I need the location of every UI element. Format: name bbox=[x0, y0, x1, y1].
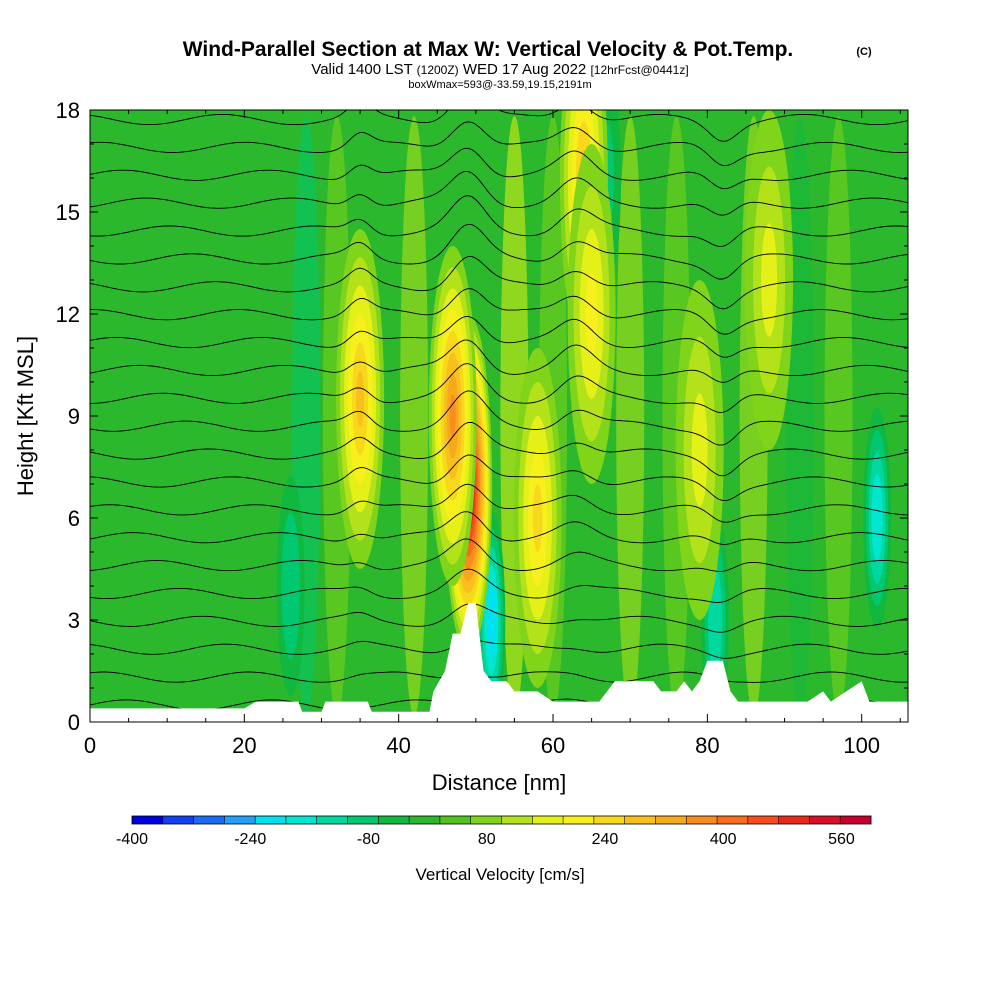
colorbar-tick-label: -80 bbox=[357, 831, 380, 848]
x-tick-label: 40 bbox=[386, 733, 410, 758]
velocity-band bbox=[616, 116, 645, 716]
colorbar-swatch bbox=[624, 816, 656, 824]
theta-contour bbox=[90, 639, 908, 659]
theta-contour bbox=[90, 223, 908, 280]
colorbar-swatch bbox=[132, 816, 164, 824]
colorbar-swatch bbox=[778, 816, 810, 824]
updraft-core bbox=[585, 271, 598, 357]
colorbar-swatch bbox=[717, 816, 749, 824]
theta-contour bbox=[90, 454, 908, 501]
theta-contour bbox=[90, 422, 908, 477]
theta-contour bbox=[90, 603, 908, 633]
x-axis: 0 20 40 60 80 100 bbox=[84, 110, 901, 758]
updraft-core bbox=[761, 223, 778, 337]
colorbar-swatch bbox=[162, 816, 194, 824]
colorbar-swatch bbox=[593, 816, 625, 824]
colorbar-tick-label: 240 bbox=[592, 831, 619, 848]
theta-contour bbox=[90, 315, 908, 358]
colorbar: -400 -240 -80 80 240 400 560 bbox=[116, 815, 872, 848]
y-tick-label: 6 bbox=[68, 506, 80, 531]
chart-title: Wind-Parallel Section at Max W: Vertical… bbox=[183, 38, 794, 61]
downdraft-core bbox=[488, 601, 495, 639]
x-tick-label: 20 bbox=[232, 733, 256, 758]
theta-contour bbox=[90, 390, 908, 446]
updraft-core bbox=[356, 370, 365, 428]
colorbar-swatch bbox=[809, 816, 841, 824]
colorbar-swatch bbox=[563, 816, 595, 824]
y-axis: 0 3 6 9 12 15 18 bbox=[56, 98, 908, 735]
colorbar-swatch bbox=[285, 816, 318, 824]
theta-contour bbox=[90, 147, 908, 190]
colorbar-swatch bbox=[439, 816, 472, 824]
theta-contour bbox=[90, 170, 908, 216]
y-tick-label: 12 bbox=[56, 302, 80, 327]
x-axis-label: Distance [nm] bbox=[432, 770, 567, 795]
colorbar-tick-label: 400 bbox=[710, 831, 737, 848]
downdraft-core bbox=[874, 496, 881, 540]
theta-contour bbox=[90, 339, 908, 383]
subtitle-forecast: [12hrFcst@0441z] bbox=[590, 63, 688, 77]
colorbar-tick-label: 80 bbox=[478, 831, 496, 848]
x-tick-label: 80 bbox=[695, 733, 719, 758]
colorbar-swatch bbox=[409, 816, 441, 824]
terrain bbox=[90, 603, 908, 722]
colorbar-swatch bbox=[686, 816, 718, 824]
y-tick-label: 15 bbox=[56, 200, 80, 225]
y-tick-label: 18 bbox=[56, 98, 80, 123]
colorbar-swatch bbox=[378, 816, 410, 824]
y-axis-label: Height [Kft MSL] bbox=[13, 336, 38, 496]
colorbar-swatch bbox=[347, 816, 379, 824]
subtitle-utc: (1200Z) bbox=[417, 63, 459, 77]
colorbar-swatch bbox=[470, 816, 502, 824]
theta-contour bbox=[90, 568, 908, 603]
colorbar-tick-label: -240 bbox=[234, 831, 266, 848]
subtitle-box-wmax: boxWmax=593@-33.59,19.15,2191m bbox=[408, 79, 591, 91]
downdraft-core bbox=[285, 549, 296, 623]
copyright-mark: (C) bbox=[856, 46, 872, 58]
colorbar-swatch bbox=[501, 816, 533, 824]
subtitle-valid: Valid 1400 LST bbox=[311, 61, 412, 78]
colorbar-swatch bbox=[655, 816, 687, 824]
theta-contour bbox=[90, 671, 908, 683]
colorbar-swatch bbox=[316, 816, 348, 824]
theta-contour bbox=[90, 483, 908, 523]
theta-contour bbox=[90, 195, 908, 247]
x-tick-label: 100 bbox=[843, 733, 880, 758]
colorbar-swatch bbox=[747, 816, 779, 824]
downdraft-core bbox=[711, 592, 719, 648]
y-tick-label: 3 bbox=[68, 608, 80, 633]
x-tick-label: 0 bbox=[84, 733, 96, 758]
colorbar-swatch bbox=[840, 816, 872, 824]
y-tick-label: 9 bbox=[68, 404, 80, 429]
updraft-core bbox=[532, 484, 543, 552]
theta-contour bbox=[90, 256, 908, 310]
colorbar-title: Vertical Velocity [cm/s] bbox=[415, 865, 584, 884]
colorbar-swatch bbox=[224, 816, 256, 824]
theta-contour bbox=[90, 288, 908, 335]
colorbar-tick-label: 560 bbox=[828, 831, 855, 848]
theta-contour bbox=[90, 511, 908, 545]
plot-area bbox=[90, 110, 908, 722]
chart-subtitle: Valid 1400 LST (1200Z) WED 17 Aug 2022 [… bbox=[311, 61, 688, 78]
subtitle-date: WED 17 Aug 2022 bbox=[463, 61, 586, 78]
theta-contour bbox=[90, 363, 908, 413]
colorbar-swatch bbox=[193, 816, 225, 824]
x-tick-label: 60 bbox=[541, 733, 565, 758]
colorbar-swatch bbox=[255, 816, 287, 824]
y-tick-label: 0 bbox=[68, 710, 80, 735]
theta-contour bbox=[90, 538, 908, 572]
updraft-core bbox=[691, 393, 708, 507]
theta-contour bbox=[90, 121, 908, 167]
colorbar-tick-label: -400 bbox=[116, 831, 148, 848]
colorbar-swatch bbox=[532, 816, 564, 824]
